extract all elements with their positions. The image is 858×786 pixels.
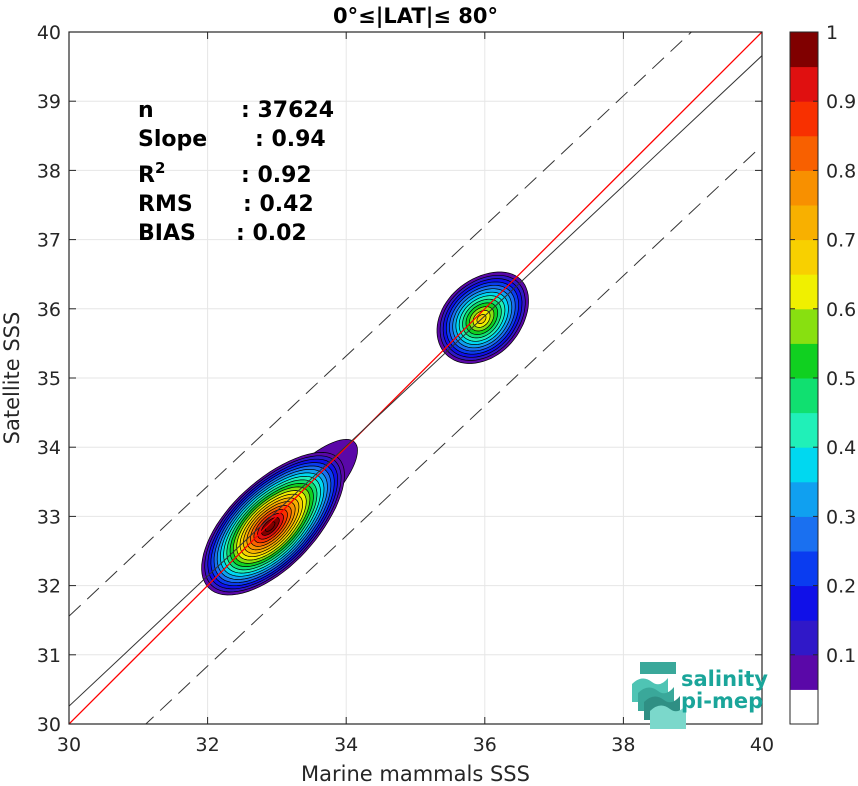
stat-label: Slope [138, 127, 207, 152]
y-axis-label: Satellite SSS [0, 312, 24, 445]
grid [68, 31, 763, 725]
x-tick-label: 40 [750, 734, 774, 756]
density-contours [201, 271, 529, 596]
colorbar-tick-label: 0.3 [826, 506, 856, 528]
colorbar-tick-label: 0.9 [826, 91, 856, 113]
y-tick-label: 31 [37, 645, 61, 667]
stat-value: : 0.42 [243, 192, 314, 217]
upper-bound-line [69, 32, 693, 617]
reference-lines [69, 32, 762, 724]
logo-mark [632, 662, 686, 729]
colorbar-tick-label: 0.7 [826, 230, 856, 252]
stat-value: : 37624 [241, 98, 334, 123]
x-tick-label: 32 [196, 734, 220, 756]
colorbar-tick-label: 0.1 [826, 645, 856, 667]
y-tick-label: 37 [37, 230, 61, 252]
x-tick-label: 38 [611, 734, 635, 756]
x-tick-label: 36 [473, 734, 497, 756]
contour-group [201, 271, 529, 596]
colorbar-segment [790, 274, 818, 310]
logo-text-pi-mep: pi-mep [681, 689, 763, 713]
y-tick-label: 33 [37, 506, 61, 528]
y-tick-label: 34 [37, 437, 61, 459]
colorbar-segment [790, 654, 818, 690]
regression-line [69, 55, 762, 707]
colorbar-segment [790, 378, 818, 414]
logo-block-icon [640, 662, 676, 674]
x-tick-label: 34 [334, 734, 358, 756]
colorbar-segment [790, 551, 818, 587]
y-tick-label: 36 [37, 299, 61, 321]
y-tick-label: 40 [37, 22, 61, 44]
colorbar-tick-label: 0.8 [826, 160, 856, 182]
y-tick-label: 30 [37, 714, 61, 736]
stat-value: : 0.02 [236, 221, 307, 246]
stat-value: : 0.94 [255, 127, 326, 152]
colorbar-segment [790, 516, 818, 552]
colorbar-segment [790, 205, 818, 241]
colorbar-tick-label: 1 [826, 22, 838, 44]
identity-line [69, 32, 762, 724]
colorbar-segment [790, 32, 818, 68]
colorbar-segment [790, 481, 818, 517]
colorbar-segment [790, 412, 818, 448]
colorbar: 0.1 0.2 0.3 0.4 0.5 0.6 0.7 0.8 0.9 1 [789, 22, 856, 725]
stat-value: : 0.92 [241, 163, 312, 188]
colorbar-segment [790, 689, 818, 725]
lower-bound-line [145, 145, 762, 724]
colorbar-segment [790, 585, 818, 621]
colorbar-segment [790, 620, 818, 656]
axes: 30 32 34 36 38 40 30 31 32 33 34 35 36 37 38 39 40 Marine… [0, 4, 774, 786]
colorbar-segment [790, 308, 818, 344]
colorbar-tick-label: 0.2 [826, 576, 856, 598]
y-tick-label: 35 [37, 368, 61, 390]
colorbar-segment [790, 135, 818, 171]
colorbar-tick-label: 0.5 [826, 368, 856, 390]
logo-wave-icon [650, 705, 686, 729]
y-tick-label: 32 [37, 576, 61, 598]
logo-text-salinity: salinity [681, 667, 768, 691]
colorbar-segment [790, 239, 818, 275]
colorbar-segment [790, 343, 818, 379]
stat-label: n [138, 98, 154, 123]
chart-title: 0°≤|LAT|≤ 80° [333, 4, 498, 29]
stat-label-r2-superscript: 2 [155, 159, 165, 177]
colorbar-tick-label: 0.6 [826, 299, 856, 321]
x-axis-label: Marine mammals SSS [301, 762, 530, 786]
x-tick-label: 30 [57, 734, 81, 756]
colorbar-tick-label: 0.4 [826, 437, 856, 459]
colorbar-segment [790, 101, 818, 137]
line-group [69, 32, 762, 724]
stat-label: RMS [138, 192, 193, 217]
colorbar-segment [790, 170, 818, 206]
stat-label: BIAS [138, 221, 196, 246]
y-tick-label: 39 [37, 91, 61, 113]
y-tick-label: 38 [37, 160, 61, 182]
colorbar-segment [790, 66, 818, 102]
colorbar-segment [790, 447, 818, 483]
